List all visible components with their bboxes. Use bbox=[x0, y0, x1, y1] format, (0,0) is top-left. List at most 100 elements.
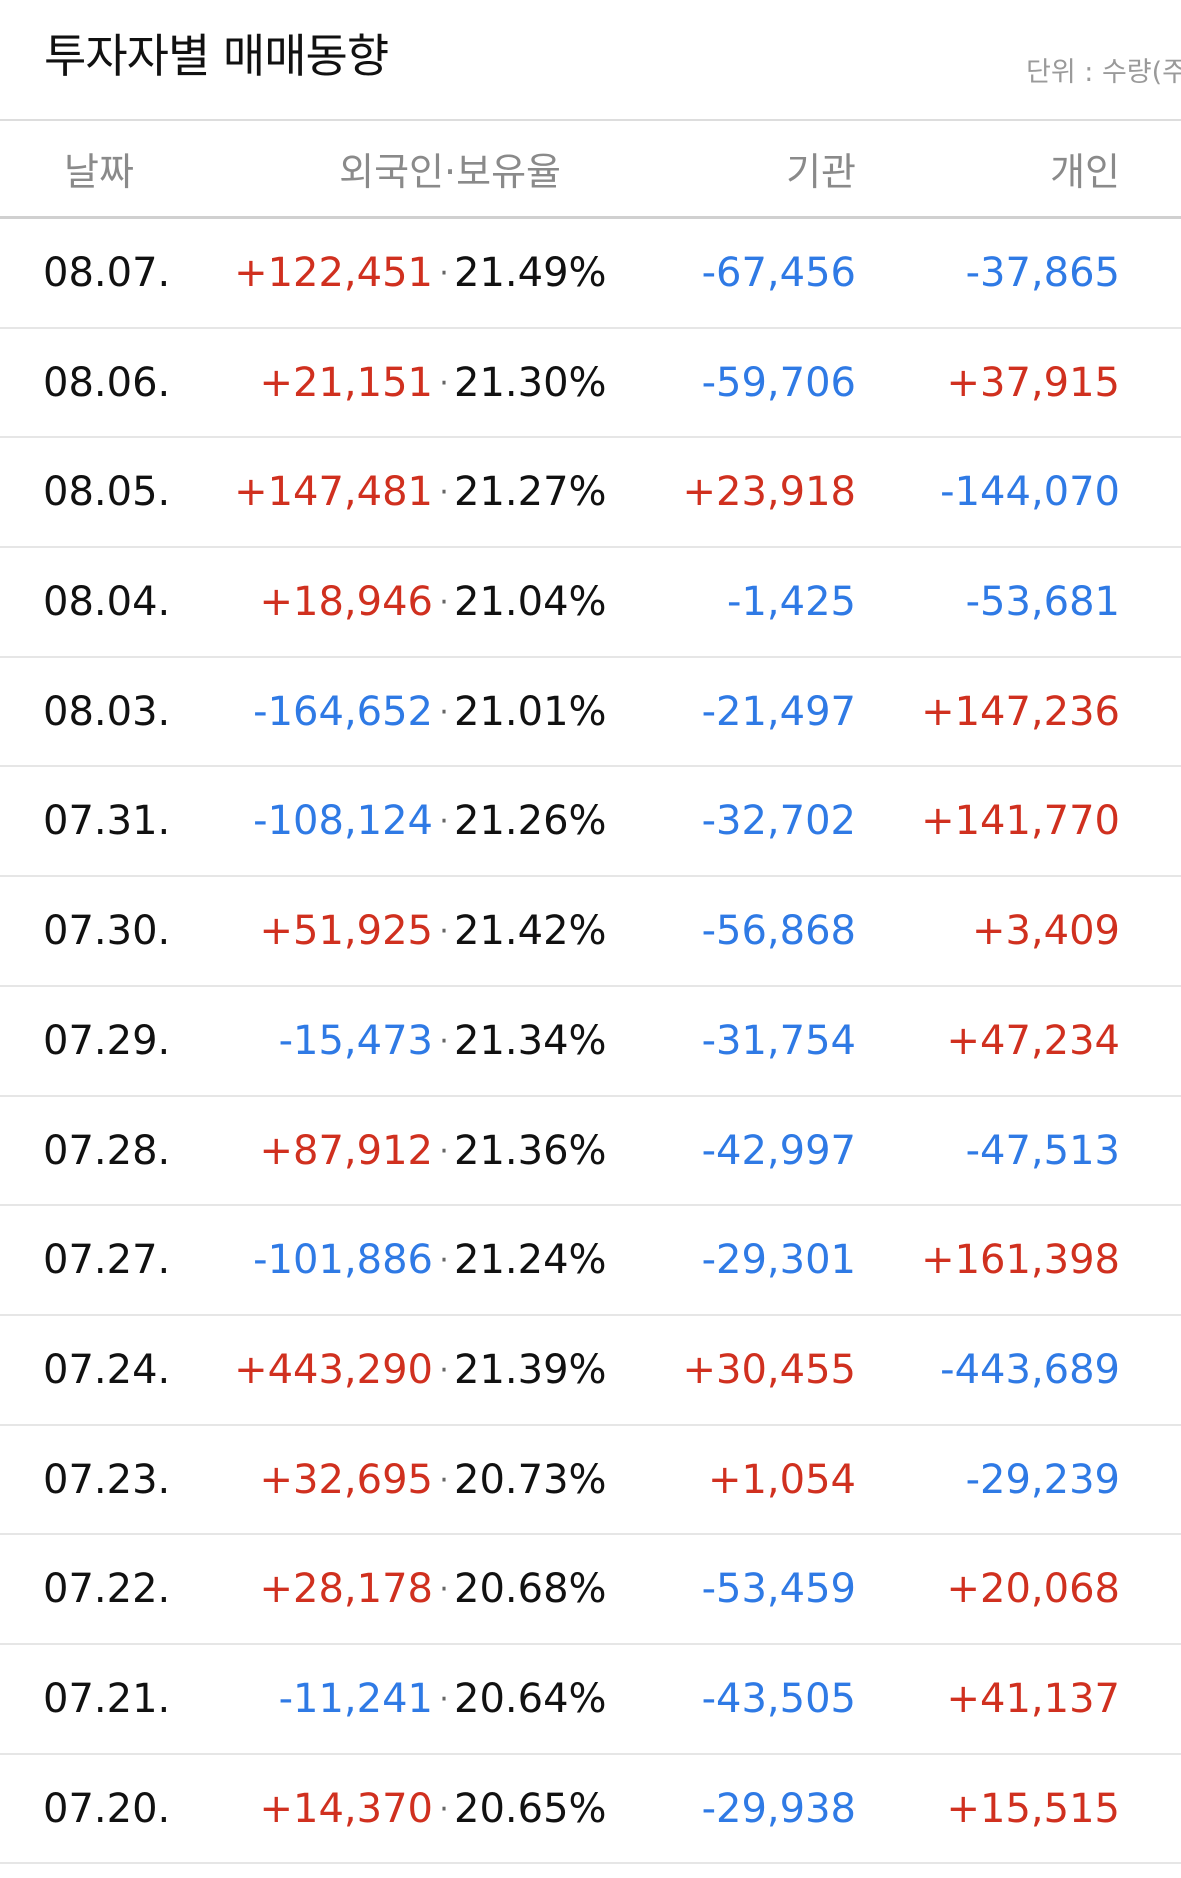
row-date: 07.31. bbox=[43, 798, 171, 845]
row-institution-net: -21,497 bbox=[701, 688, 856, 735]
row-separator-dot: · bbox=[439, 365, 449, 401]
row-individual-net: +47,234 bbox=[946, 1017, 1120, 1064]
table-row: 08.07. +122,451 · 21.49% -67,456 -37,865 bbox=[0, 219, 1181, 329]
table-row: 07.28. +87,912 · 21.36% -42,997 -47,513 bbox=[0, 1097, 1181, 1207]
row-individual-net: +37,915 bbox=[946, 359, 1120, 406]
row-foreign-ratio: 21.24% bbox=[454, 1237, 607, 1284]
row-date: 08.07. bbox=[43, 250, 171, 296]
row-foreign-ratio: 21.26% bbox=[454, 798, 607, 845]
row-institution-net: +1,054 bbox=[707, 1456, 856, 1503]
row-individual-net: +41,137 bbox=[946, 1675, 1120, 1722]
trading-table-body: 08.07. +122,451 · 21.49% -67,456 -37,865 08.06… bbox=[0, 219, 1181, 1865]
row-foreign-net: +14,370 bbox=[259, 1785, 433, 1832]
row-date: 08.06. bbox=[43, 359, 171, 406]
row-individual-net: -37,865 bbox=[965, 250, 1120, 296]
table-row: 07.21. -11,241 · 20.64% -43,505 +41,137 bbox=[0, 1645, 1181, 1755]
row-individual-net: +15,515 bbox=[946, 1785, 1120, 1832]
row-individual-net: +161,398 bbox=[921, 1237, 1120, 1284]
row-separator-dot: · bbox=[439, 804, 449, 840]
row-date: 07.20. bbox=[43, 1785, 171, 1832]
table-row: 07.24. +443,290 · 21.39% +30,455 -443,689 bbox=[0, 1316, 1181, 1426]
row-date: 07.23. bbox=[43, 1456, 171, 1503]
table-row: 07.29. -15,473 · 21.34% -31,754 +47,234 bbox=[0, 987, 1181, 1097]
row-separator-dot: · bbox=[439, 1023, 449, 1059]
row-institution-net: -32,702 bbox=[701, 798, 856, 845]
table-row: 07.22. +28,178 · 20.68% -53,459 +20,068 bbox=[0, 1535, 1181, 1645]
table-row: 08.03. -164,652 · 21.01% -21,497 +147,236 bbox=[0, 658, 1181, 768]
row-institution-net: -53,459 bbox=[701, 1566, 856, 1613]
row-individual-net: -53,681 bbox=[965, 579, 1120, 626]
row-foreign-net: +28,178 bbox=[259, 1566, 433, 1613]
row-foreign-net: +18,946 bbox=[259, 579, 433, 626]
row-institution-net: -1,425 bbox=[727, 579, 856, 626]
table-row: 08.05. +147,481 · 21.27% +23,918 -144,070 bbox=[0, 438, 1181, 549]
column-header-institution: 기관 bbox=[786, 150, 856, 194]
row-foreign-net: -108,124 bbox=[253, 798, 433, 845]
column-header-foreign: 외국인 bbox=[339, 150, 445, 194]
row-foreign-net: -11,241 bbox=[278, 1675, 433, 1722]
column-header-ratio: 보유율 bbox=[456, 150, 561, 194]
row-institution-net: -43,505 bbox=[701, 1675, 856, 1722]
row-separator-dot: · bbox=[439, 1243, 449, 1279]
table-row: 07.30. +51,925 · 21.42% -56,868 +3,409 bbox=[0, 877, 1181, 987]
row-foreign-ratio: 21.39% bbox=[454, 1346, 607, 1393]
header-divider bbox=[0, 119, 1181, 121]
row-foreign-ratio: 21.34% bbox=[454, 1017, 607, 1064]
row-separator-dot: · bbox=[439, 585, 449, 621]
section-title: 투자자별 매매동향 bbox=[44, 29, 389, 83]
row-date: 07.24. bbox=[43, 1346, 171, 1393]
row-foreign-ratio: 20.68% bbox=[454, 1566, 607, 1613]
row-individual-net: -144,070 bbox=[940, 469, 1120, 516]
row-individual-net: -47,513 bbox=[965, 1127, 1120, 1174]
section-header: 투자자별 매매동향 단위 : 수량(주 bbox=[0, 0, 1181, 121]
row-foreign-net: -15,473 bbox=[278, 1017, 433, 1064]
column-header-individual: 개인 bbox=[1050, 150, 1120, 194]
row-foreign-ratio: 21.49% bbox=[454, 250, 607, 296]
row-foreign-ratio: 21.27% bbox=[454, 469, 607, 516]
unit-label: 단위 : 수량(주 bbox=[1026, 57, 1181, 88]
row-institution-net: -67,456 bbox=[701, 250, 856, 296]
row-separator-dot: · bbox=[439, 694, 449, 730]
row-separator-dot: · bbox=[439, 1572, 449, 1608]
row-foreign-net: +32,695 bbox=[259, 1456, 433, 1503]
row-individual-net: -29,239 bbox=[965, 1456, 1120, 1503]
row-foreign-ratio: 21.30% bbox=[454, 359, 607, 406]
table-row: 08.06. +21,151 · 21.30% -59,706 +37,915 bbox=[0, 329, 1181, 439]
row-individual-net: +141,770 bbox=[921, 798, 1120, 845]
row-foreign-ratio: 20.73% bbox=[454, 1456, 607, 1503]
row-foreign-net: -164,652 bbox=[253, 688, 433, 735]
row-individual-net: -443,689 bbox=[940, 1346, 1120, 1393]
row-date: 07.21. bbox=[43, 1675, 171, 1722]
row-institution-net: -31,754 bbox=[701, 1017, 856, 1064]
row-separator-dot: · bbox=[439, 256, 449, 291]
row-foreign-ratio: 21.36% bbox=[454, 1127, 607, 1174]
row-separator-dot: · bbox=[439, 1791, 449, 1827]
column-header-date: 날짜 bbox=[64, 150, 134, 194]
row-institution-net: -56,868 bbox=[701, 908, 856, 955]
row-separator-dot: · bbox=[439, 914, 449, 950]
row-foreign-net: -101,886 bbox=[253, 1237, 433, 1284]
row-foreign-ratio: 20.65% bbox=[454, 1785, 607, 1832]
column-header-foreign-ratio: 외국인·보유율 bbox=[339, 141, 561, 196]
row-institution-net: -42,997 bbox=[701, 1127, 856, 1174]
row-foreign-ratio: 21.42% bbox=[454, 908, 607, 955]
row-foreign-net: +51,925 bbox=[259, 908, 433, 955]
row-individual-net: +147,236 bbox=[921, 688, 1120, 735]
row-institution-net: -29,938 bbox=[701, 1785, 856, 1832]
row-foreign-ratio: 20.64% bbox=[454, 1675, 607, 1722]
row-individual-net: +3,409 bbox=[971, 908, 1120, 955]
row-foreign-net: +443,290 bbox=[234, 1346, 433, 1393]
row-separator-dot: · bbox=[439, 1133, 449, 1169]
table-row: 07.20. +14,370 · 20.65% -29,938 +15,515 bbox=[0, 1755, 1181, 1865]
row-date: 08.04. bbox=[43, 579, 171, 626]
column-header-separator: · bbox=[444, 150, 457, 194]
table-row: 07.23. +32,695 · 20.73% +1,054 -29,239 bbox=[0, 1426, 1181, 1536]
row-foreign-ratio: 21.04% bbox=[454, 579, 607, 626]
row-date: 08.05. bbox=[43, 469, 171, 516]
row-date: 08.03. bbox=[43, 688, 171, 735]
row-foreign-ratio: 21.01% bbox=[454, 688, 607, 735]
row-individual-net: +20,068 bbox=[946, 1566, 1120, 1613]
table-row: 08.04. +18,946 · 21.04% -1,425 -53,681 bbox=[0, 548, 1181, 658]
table-row: 07.27. -101,886 · 21.24% -29,301 +161,398 bbox=[0, 1206, 1181, 1316]
